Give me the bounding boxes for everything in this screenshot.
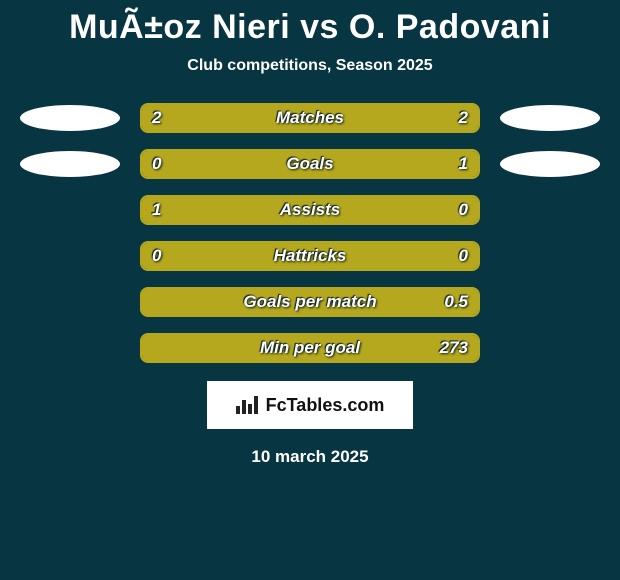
player-left-oval — [20, 105, 120, 131]
brand-badge: FcTables.com — [207, 381, 413, 429]
player-right-oval — [500, 151, 600, 177]
stat-value-left: 0 — [152, 246, 161, 266]
stat-value-left: 2 — [152, 108, 161, 128]
stat-label: Assists — [280, 200, 340, 220]
stat-value-right: 273 — [440, 338, 468, 358]
stat-value-right: 0 — [459, 246, 468, 266]
oval-spacer — [20, 197, 120, 223]
stat-bar: 0.5 Goals per match — [140, 287, 480, 317]
stat-bar: 273 Min per goal — [140, 333, 480, 363]
brand-text: FcTables.com — [266, 395, 385, 416]
stat-label: Goals per match — [243, 292, 376, 312]
stat-row: 0 0 Hattricks — [0, 241, 620, 271]
stat-bar: 1 0 Assists — [140, 195, 480, 225]
player-right-oval — [500, 105, 600, 131]
stat-bar: 0 0 Hattricks — [140, 241, 480, 271]
stat-bar: 2 2 Matches — [140, 103, 480, 133]
stat-value-left: 1 — [152, 200, 161, 220]
stat-value-left: 0 — [152, 154, 161, 174]
bar-fill-left — [142, 197, 411, 223]
oval-spacer — [500, 289, 600, 315]
stat-label: Goals — [286, 154, 333, 174]
date-label: 10 march 2025 — [0, 447, 620, 467]
player-left-oval — [20, 151, 120, 177]
oval-spacer — [500, 243, 600, 269]
stat-row: 0 1 Goals — [0, 149, 620, 179]
stat-value-right: 0 — [459, 200, 468, 220]
bar-fill-right — [209, 151, 478, 177]
oval-spacer — [20, 289, 120, 315]
page-title: MuÃ±oz Nieri vs O. Padovani — [0, 0, 620, 47]
stat-value-right: 2 — [459, 108, 468, 128]
stat-value-right: 0.5 — [444, 292, 468, 312]
oval-spacer — [500, 197, 600, 223]
stat-value-right: 1 — [459, 154, 468, 174]
oval-spacer — [20, 335, 120, 361]
stat-row: 2 2 Matches — [0, 103, 620, 133]
stat-row: 273 Min per goal — [0, 333, 620, 363]
stats-container: 2 2 Matches 0 1 Goals 1 0 Assists 0 0 Hattricks 0.5 G… — [0, 103, 620, 363]
stat-label: Hattricks — [274, 246, 347, 266]
stat-bar: 0 1 Goals — [140, 149, 480, 179]
stat-row: 0.5 Goals per match — [0, 287, 620, 317]
brand-bars-icon — [236, 396, 260, 414]
page-subtitle: Club competitions, Season 2025 — [0, 57, 620, 75]
stat-row: 1 0 Assists — [0, 195, 620, 225]
oval-spacer — [20, 243, 120, 269]
stat-label: Min per goal — [260, 338, 360, 358]
oval-spacer — [500, 335, 600, 361]
stat-label: Matches — [276, 108, 344, 128]
